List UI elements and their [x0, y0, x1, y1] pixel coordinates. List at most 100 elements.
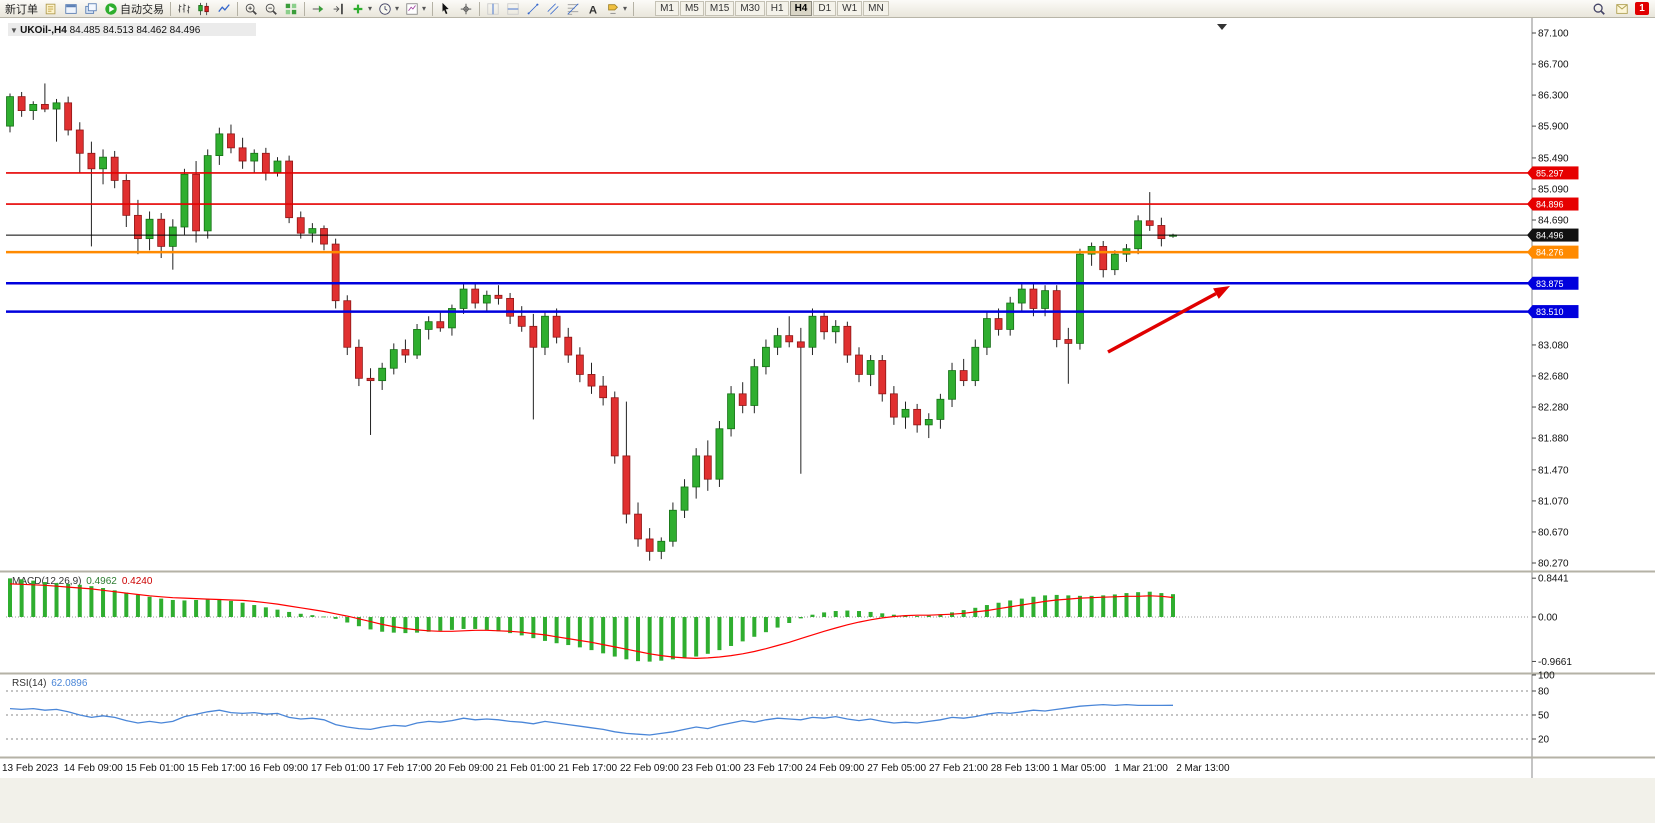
horizontal-line-button[interactable] [503, 1, 523, 17]
plus-icon [351, 2, 365, 16]
rsi-pane: RSI(14) 62.0896 100 80 50 20 [6, 671, 1555, 746]
rsi-label: RSI(14) 62.0896 [12, 678, 88, 689]
trendline-icon [526, 2, 540, 16]
price-tick-label: 85.490 [1538, 153, 1569, 164]
bar-chart-button[interactable] [174, 1, 194, 17]
price-tag-value: 84.896 [1536, 200, 1564, 210]
shift-icon [331, 2, 345, 16]
timeframe-mn-button[interactable]: MN [863, 1, 889, 16]
trend-arrow-annotation[interactable] [1107, 286, 1230, 354]
timeframe-h1-button[interactable]: H1 [765, 1, 789, 16]
label-icon [606, 2, 620, 16]
fibonacci-button[interactable] [563, 1, 583, 17]
time-axis-label: 21 Feb 01:00 [496, 763, 555, 774]
time-axis-label: 27 Feb 05:00 [867, 763, 926, 774]
crosshair-button[interactable] [456, 1, 476, 17]
toolbar-separator [479, 1, 481, 16]
toolbar-separator [432, 1, 434, 16]
time-axis-label: 20 Feb 09:00 [435, 763, 494, 774]
chart-shift-marker[interactable] [1217, 24, 1227, 30]
time-axis-label: 28 Feb 13:00 [991, 763, 1050, 774]
rsi-line [9, 703, 1174, 736]
timeframe-h4-button[interactable]: H4 [789, 1, 813, 16]
rsi-axis-label: 100 [1538, 671, 1555, 682]
price-tick-label: 86.700 [1538, 60, 1569, 71]
vline-icon [486, 2, 500, 16]
bottom-empty-area [0, 778, 1655, 823]
time-axis: 13 Feb 2023 14 Feb 09:00 15 Feb 01:00 15 Fe… [2, 763, 1230, 774]
price-axis: 87.100 86.700 86.300 85.900 85.490 85.090 84.6… [1531, 18, 1569, 778]
search-button[interactable] [1589, 1, 1609, 17]
tile-windows-button[interactable] [281, 1, 301, 17]
chart-title-bar: ▼ UKOil-,H4 84.485 84.513 84.462 84.496 [8, 23, 256, 36]
autoscroll-icon [311, 2, 325, 16]
timeframe-m15-button[interactable]: M15 [704, 1, 735, 16]
candlestick-chart-button[interactable] [194, 1, 214, 17]
data-window-button[interactable] [41, 1, 61, 17]
chart-shift-button[interactable] [328, 1, 348, 17]
price-tag-85.297 [1532, 166, 1579, 180]
dropdown-arrow-icon[interactable]: ▾ [422, 4, 427, 13]
time-axis-label: 1 Mar 05:00 [1053, 763, 1107, 774]
cursor-button[interactable] [436, 1, 456, 17]
text-label-button[interactable]: A [583, 1, 603, 17]
time-axis-label: 14 Feb 09:00 [64, 763, 123, 774]
trendline-button[interactable] [523, 1, 543, 17]
toolbar-separator [237, 1, 238, 16]
vertical-line-button[interactable] [483, 1, 503, 17]
channel-icon [546, 2, 560, 16]
notification-badge[interactable]: 1 [1635, 2, 1649, 15]
time-axis-label: 27 Feb 21:00 [929, 763, 988, 774]
toolbar-separator [170, 1, 171, 16]
zoom-in-button[interactable] [241, 1, 261, 17]
indicators-button[interactable]: ▾ [348, 1, 375, 17]
navigator-button[interactable] [81, 1, 101, 17]
macd-signal-line [9, 583, 1174, 660]
price-level-lines[interactable] [6, 172, 1530, 313]
new-order-button-label: 新订单 [5, 3, 38, 16]
time-axis-label: 15 Feb 01:00 [126, 763, 185, 774]
timeframe-toolbar: M1 M5 M15 M30 H1 H4 D1 W1 MN [655, 1, 890, 16]
toolbar-separator [633, 1, 635, 16]
auto-trading-button-label: 自动交易 [120, 3, 164, 16]
templates-button[interactable]: ▾ [402, 1, 429, 17]
price-tag-83.510 [1532, 305, 1579, 319]
arrow-objects-button[interactable]: ▾ [603, 1, 630, 17]
price-tick-label: 80.270 [1538, 559, 1569, 570]
timeframe-d1-button[interactable]: D1 [813, 1, 837, 16]
rsi-axis-label: 80 [1538, 687, 1550, 698]
time-axis-label: 16 Feb 09:00 [249, 763, 308, 774]
zoom-out-icon [264, 2, 278, 16]
dropdown-arrow-icon[interactable]: ▾ [368, 4, 373, 13]
time-axis-label: 22 Feb 09:00 [620, 763, 679, 774]
dropdown-arrow-icon[interactable]: ▾ [395, 4, 400, 13]
tiles-icon [284, 2, 298, 16]
time-axis-label: 21 Feb 17:00 [558, 763, 617, 774]
time-axis-label: 2 Mar 13:00 [1176, 763, 1230, 774]
time-axis-label: 17 Feb 01:00 [311, 763, 370, 774]
time-axis-label: 24 Feb 09:00 [805, 763, 864, 774]
auto-trading-button[interactable]: 自动交易 [101, 1, 167, 17]
price-tag-value: 83.875 [1536, 279, 1564, 289]
periods-button[interactable]: ▾ [375, 1, 402, 17]
price-tick-label: 85.900 [1538, 122, 1569, 133]
timeframe-w1-button[interactable]: W1 [837, 1, 863, 16]
timeframe-m5-button[interactable]: M5 [679, 1, 704, 16]
text-icon: A [586, 2, 600, 16]
timeframe-m30-button[interactable]: M30 [735, 1, 765, 16]
auto-scroll-button[interactable] [308, 1, 328, 17]
price-chart: 87.100 86.700 86.300 85.900 85.490 85.090 84.6… [0, 18, 1655, 823]
dropdown-arrow-icon[interactable]: ▾ [623, 4, 628, 13]
toolbar-separator [304, 1, 305, 16]
clock-icon [378, 2, 392, 16]
market-watch-button[interactable] [61, 1, 81, 17]
zoom-out-button[interactable] [261, 1, 281, 17]
candles-icon [197, 2, 211, 16]
new-order-button[interactable]: 新订单 [2, 1, 41, 17]
timeframe-m1-button[interactable]: M1 [655, 1, 679, 16]
price-tag-84.276 [1532, 245, 1579, 259]
channel-button[interactable] [543, 1, 563, 17]
news-button[interactable] [1612, 1, 1632, 17]
svg-text:A: A [589, 4, 597, 16]
line-chart-button[interactable] [214, 1, 234, 17]
